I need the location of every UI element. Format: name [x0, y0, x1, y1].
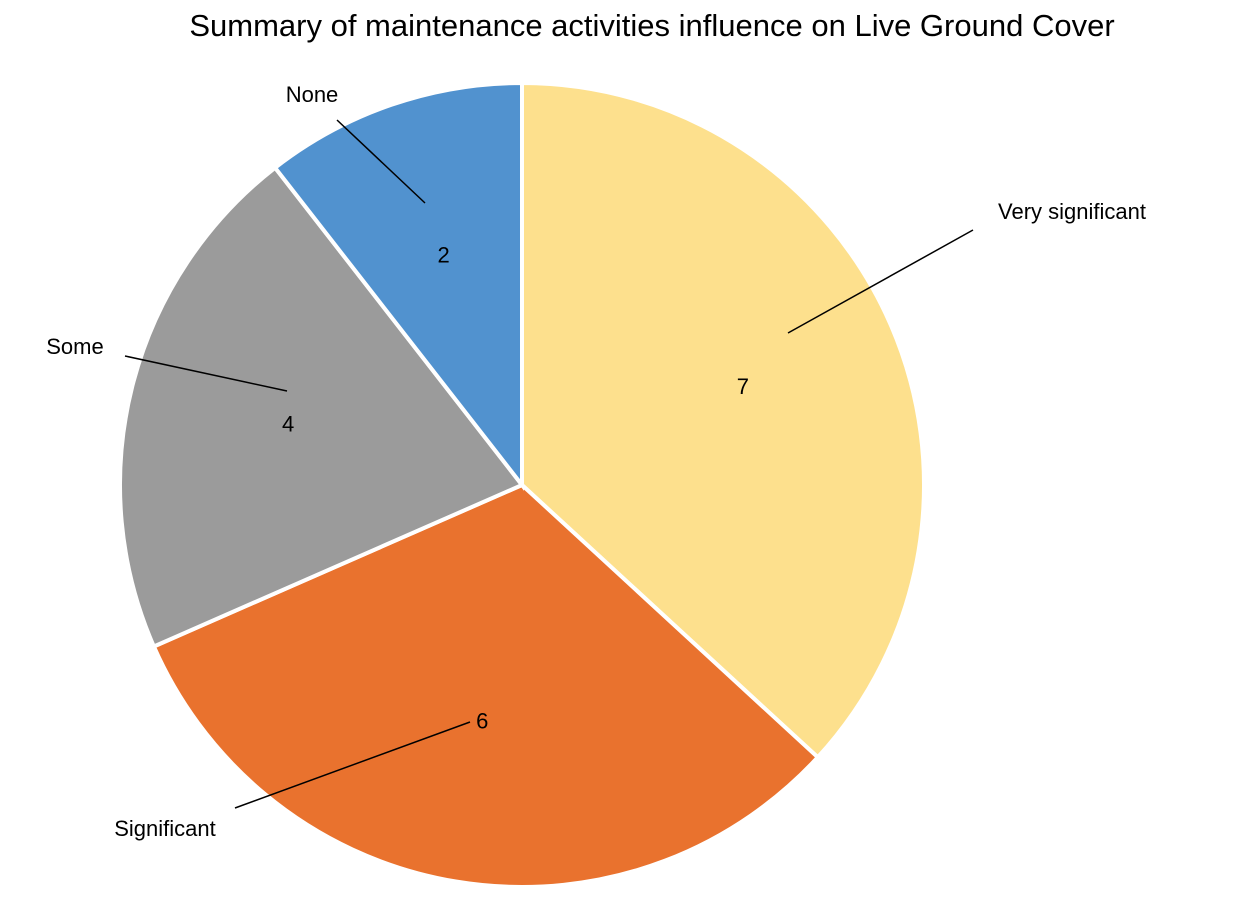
leader-line [124, 355, 288, 392]
leader-line [787, 229, 974, 334]
leader-line [234, 721, 471, 809]
category-label: Significant [114, 816, 216, 841]
category-label: Very significant [998, 199, 1146, 224]
chart-title: Summary of maintenance activities influe… [189, 8, 1114, 43]
value-label: 7 [737, 374, 749, 399]
category-label: Some [46, 334, 103, 359]
category-label: None [286, 82, 339, 107]
pie-slice [520, 80, 926, 761]
value-label: 6 [476, 709, 488, 734]
pie-slice [118, 164, 526, 650]
pie-slice [151, 482, 821, 889]
leader-line [336, 119, 426, 204]
value-label: 4 [282, 412, 294, 437]
pie-slice [272, 80, 524, 491]
value-label: 2 [438, 243, 450, 268]
